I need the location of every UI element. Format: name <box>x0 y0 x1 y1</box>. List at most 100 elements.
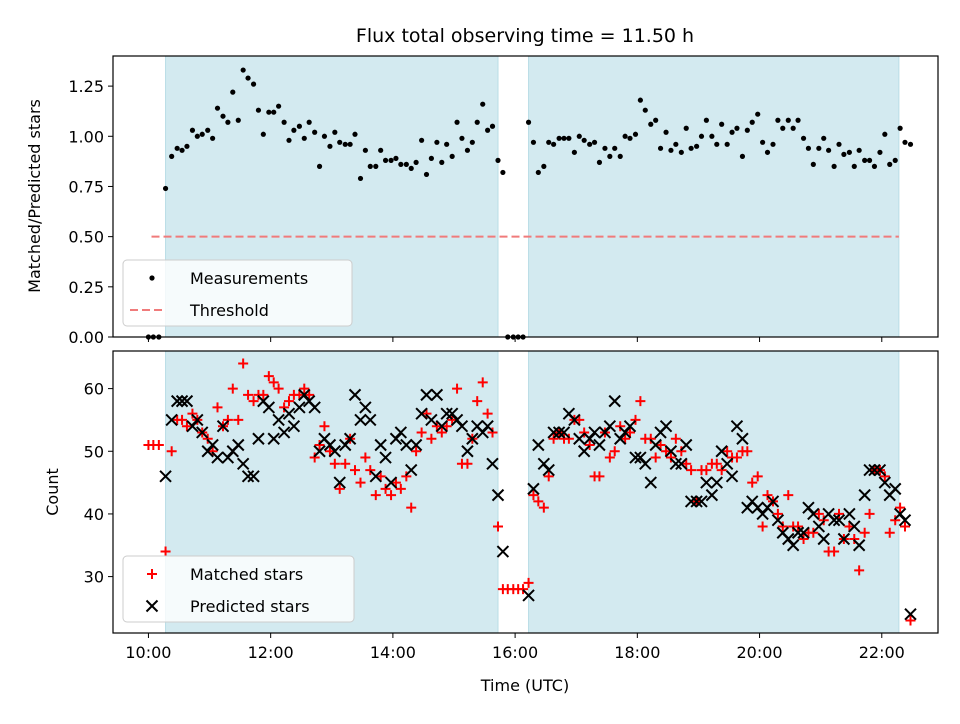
count-panel-y-ticks: 30 40 50 60 <box>84 380 113 587</box>
predicted-star-point <box>272 413 285 427</box>
predicted-star-point <box>394 426 408 439</box>
measurement-point <box>321 133 328 139</box>
measurement-point <box>250 81 257 87</box>
matched-star-point <box>884 527 895 538</box>
matched-star-point <box>411 446 422 457</box>
measurement-point <box>734 125 740 131</box>
predicted-star-point <box>440 407 453 420</box>
matched-star-point <box>793 521 804 532</box>
matched-star-point <box>401 471 412 482</box>
measurement-point <box>826 147 832 153</box>
matched-star-point <box>742 446 753 457</box>
measurement-point <box>179 147 185 153</box>
measurement-point <box>816 145 822 151</box>
y-tick-label: 0.25 <box>68 278 104 297</box>
matched-star-point <box>834 508 844 519</box>
predicted-star-point <box>904 607 917 621</box>
predicted-star-point <box>644 476 657 489</box>
measurement-point <box>419 137 425 143</box>
measurement-point <box>230 89 236 95</box>
measurement-point <box>612 145 618 151</box>
predicted-star-point <box>466 432 479 445</box>
measurement-point <box>790 125 796 131</box>
matched-star-point <box>579 427 590 438</box>
predicted-star-point <box>588 426 601 439</box>
matched-star-point <box>625 427 635 438</box>
predicted-star-point <box>639 457 652 471</box>
ratio-panel: 0.00 0.25 0.50 0.75 1.00 1.25 Matched/Predict… <box>25 55 939 347</box>
measurement-point <box>174 145 180 151</box>
matched-star-point <box>783 490 794 501</box>
matched-star-point <box>431 421 442 432</box>
matched-star-point <box>355 477 366 488</box>
predicted-star-point <box>557 426 571 439</box>
matched-star-point <box>604 452 615 463</box>
count-panel-points <box>143 358 917 626</box>
measurement-point <box>780 125 786 131</box>
predicted-star-point <box>771 513 785 527</box>
predicted-star-point <box>277 426 291 439</box>
matched-star-point <box>829 546 840 557</box>
measurement-point <box>162 185 169 192</box>
matched-star-point <box>166 446 177 457</box>
x-tick-label: 12:00 <box>248 643 294 662</box>
x-tick-label: 14:00 <box>370 643 416 662</box>
predicted-star-point <box>369 470 382 483</box>
predicted-star-point <box>313 445 326 458</box>
matched-star-point <box>681 458 692 469</box>
measurement-point <box>408 165 414 171</box>
measurement-point <box>189 127 196 133</box>
predicted-star-point <box>675 457 688 471</box>
measurement-point <box>210 135 216 141</box>
predicted-star-point <box>786 539 800 552</box>
legend-x-icon <box>145 599 159 613</box>
measurement-point <box>342 141 348 147</box>
predicted-star-point <box>527 482 540 496</box>
measurement-point <box>602 145 608 151</box>
matched-star-point <box>482 408 493 419</box>
predicted-star-point <box>873 463 887 477</box>
measurement-point <box>199 131 205 137</box>
matched-star-point <box>584 440 595 450</box>
matched-star-point <box>686 465 697 476</box>
matched-star-point <box>416 427 427 438</box>
matched-star-point <box>462 458 473 469</box>
measurement-point <box>587 141 593 147</box>
measurement-point <box>551 141 557 147</box>
measurement-point <box>800 135 807 141</box>
predicted-star-point <box>797 526 810 539</box>
predicted-star-point <box>211 451 224 464</box>
matched-star-point <box>630 414 641 425</box>
predicted-star-point <box>196 426 209 439</box>
count-panel-frame <box>112 350 939 634</box>
x-tick-label: 18:00 <box>614 643 660 662</box>
measurement-point <box>312 129 318 135</box>
matched-star-point <box>859 527 870 538</box>
matched-star-point <box>248 396 259 407</box>
ratio-panel-frame <box>112 55 939 338</box>
predicted-star-point <box>629 451 642 464</box>
predicted-star-point <box>547 426 560 439</box>
legend-box <box>122 259 353 327</box>
predicted-star-point <box>720 457 734 471</box>
measurement-point <box>841 151 847 157</box>
predicted-star-point <box>435 419 448 433</box>
matched-star-point <box>452 383 463 394</box>
matched-star-point <box>518 584 529 595</box>
matched-star-point <box>620 433 631 444</box>
measurement-point <box>535 169 541 176</box>
measurement-point <box>846 149 852 155</box>
predicted-star-point <box>710 476 723 489</box>
measurement-point <box>205 127 211 133</box>
predicted-star-point <box>680 438 693 452</box>
matched-star-point <box>441 421 452 432</box>
matched-star-point <box>207 446 218 457</box>
predicted-star-point <box>705 488 719 502</box>
matched-star-point <box>487 427 498 438</box>
matched-star-point <box>645 433 656 444</box>
predicted-star-point <box>425 413 438 427</box>
predicted-star-point <box>568 413 581 427</box>
measurement-point <box>271 109 277 115</box>
legend-label: Predicted stars <box>190 597 310 616</box>
matched-star-point <box>386 490 397 501</box>
